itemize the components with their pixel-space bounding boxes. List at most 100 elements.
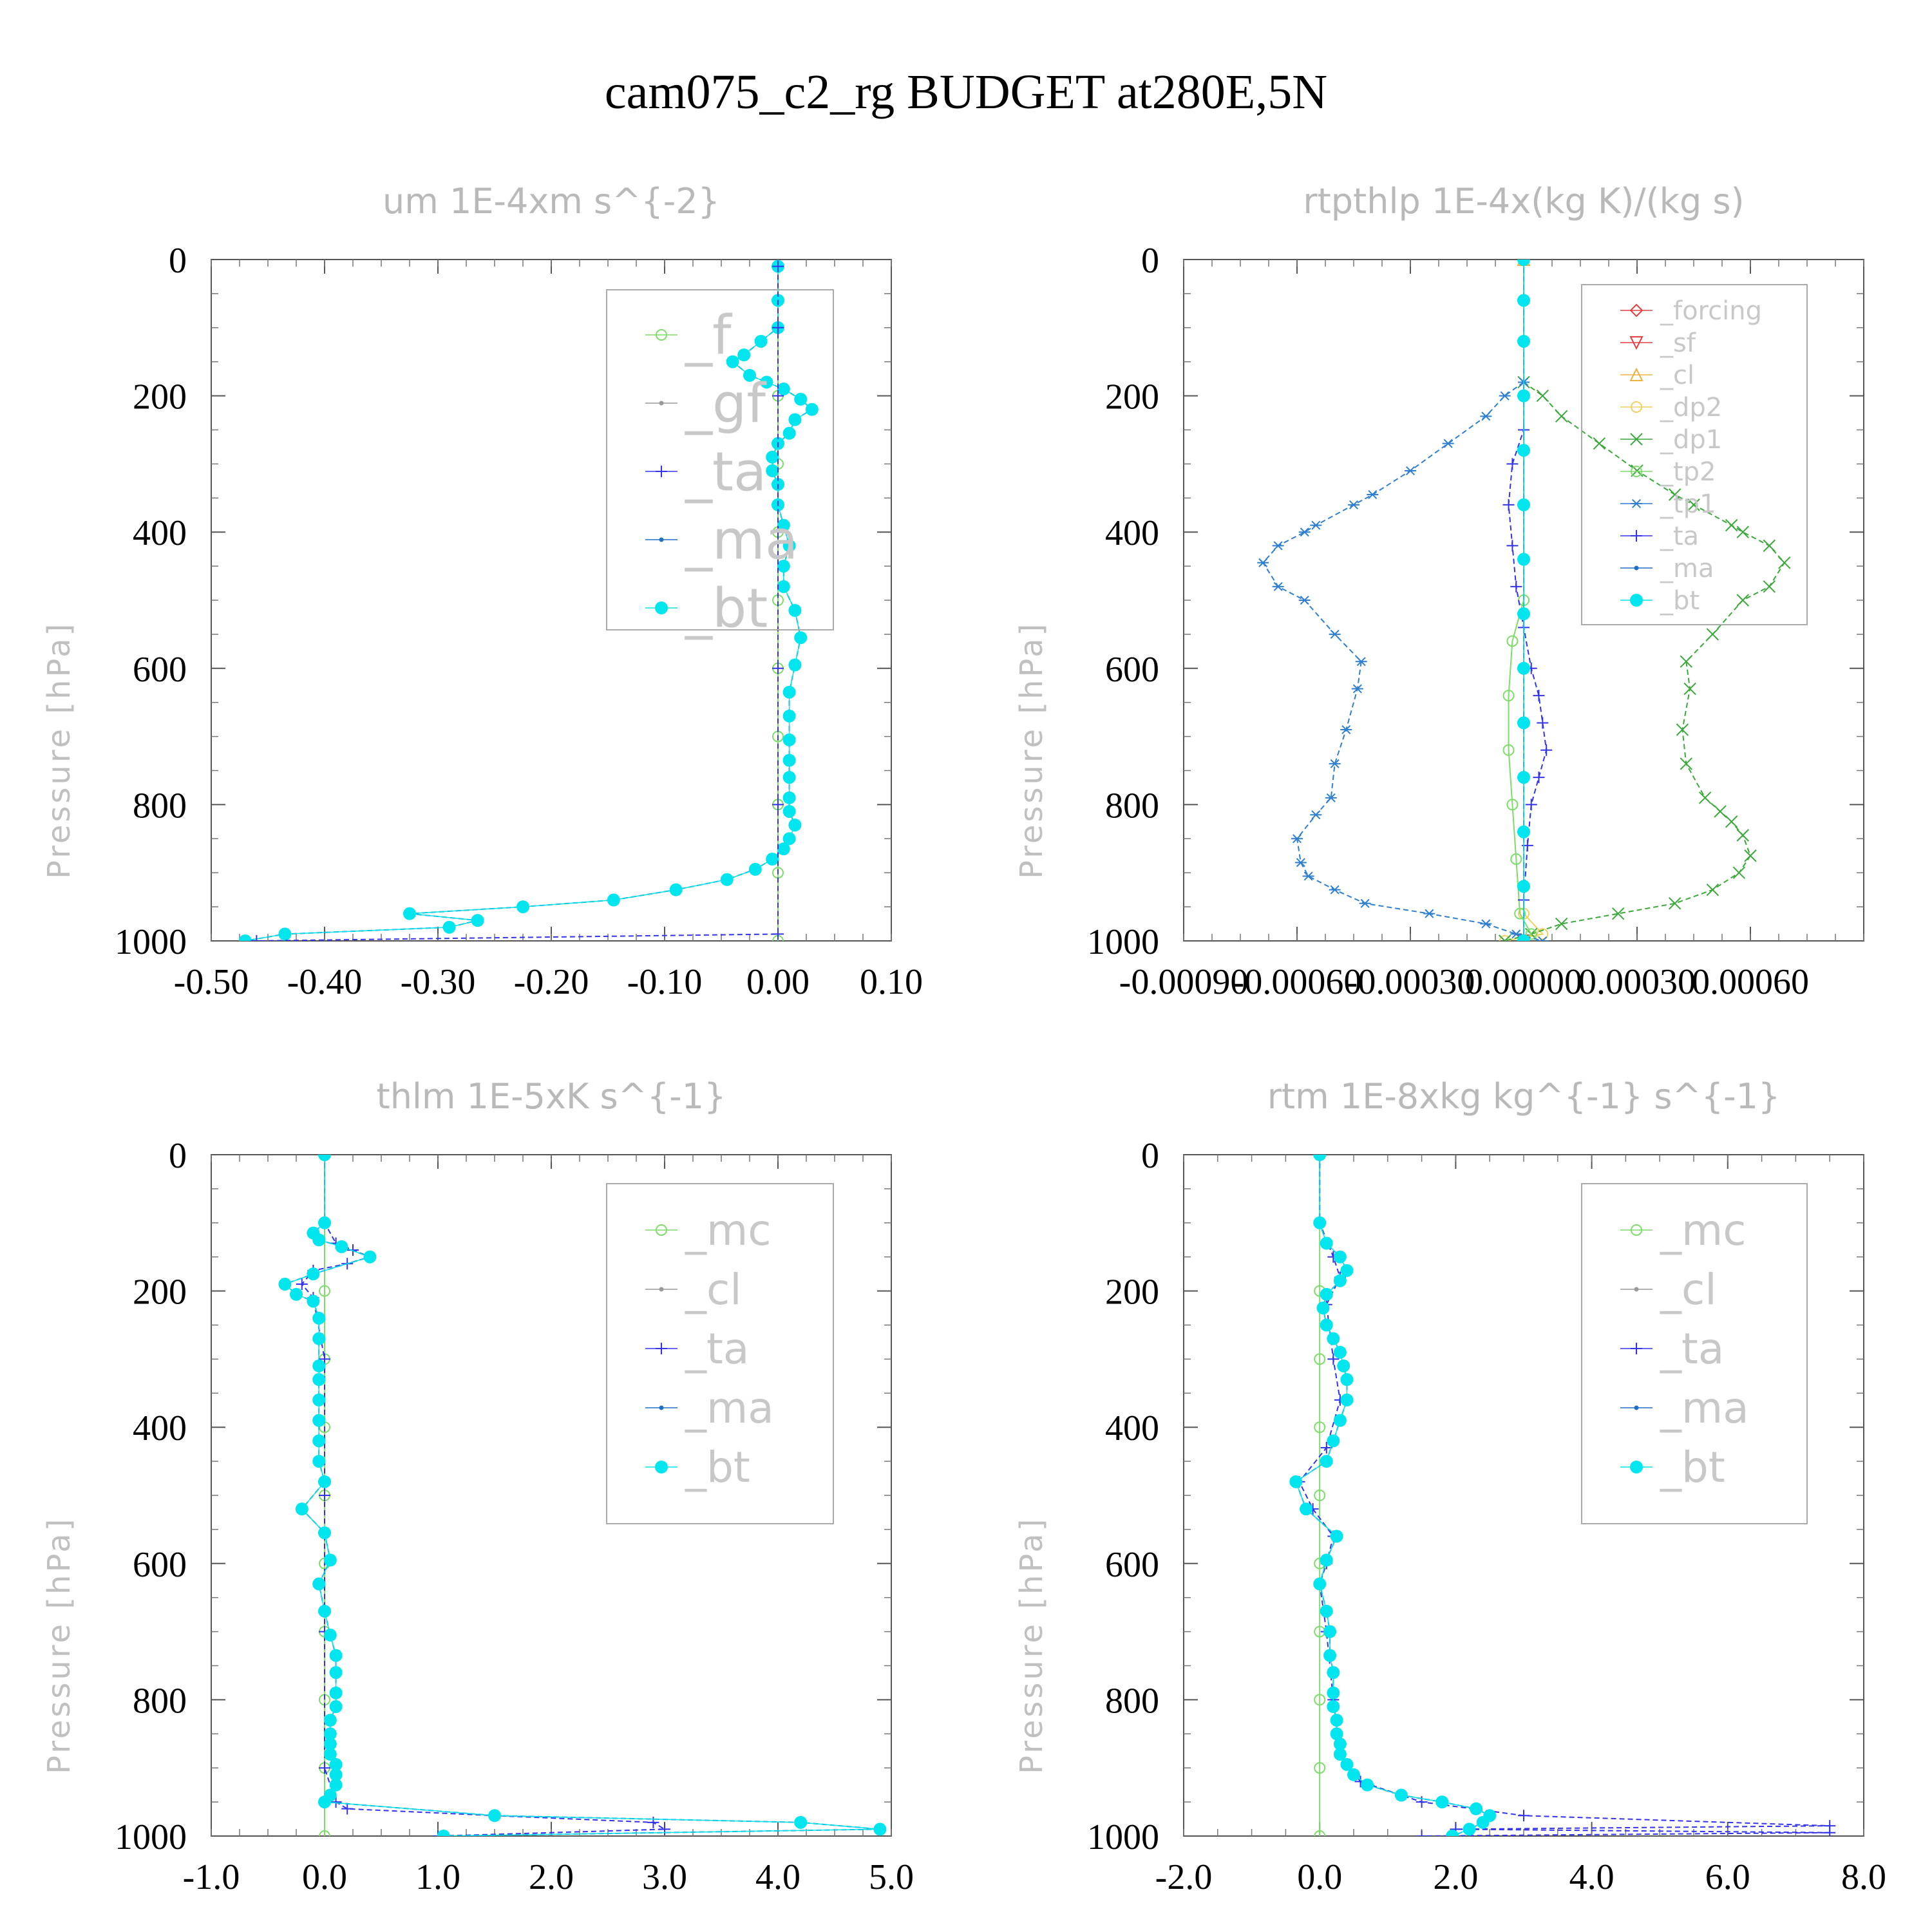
- chart-panel-3: thlm 1E-5xK s^{-1} Pressure [hPa] 0 200 400 6…: [41, 1076, 914, 1897]
- data-point: [766, 450, 779, 464]
- data-point: [782, 733, 796, 746]
- x-tick-label: -1.0: [183, 1857, 240, 1897]
- legend-marker: [1629, 303, 1643, 317]
- data-point: [442, 920, 456, 934]
- data-point: [312, 1311, 326, 1325]
- series-points: [1502, 260, 1553, 941]
- data-point: [323, 1628, 337, 1642]
- data-point: [329, 1666, 343, 1680]
- legend-marker: [1630, 433, 1643, 446]
- data-point: [1517, 771, 1530, 784]
- data-point: [1327, 1332, 1340, 1345]
- data-point: [295, 1502, 308, 1516]
- data-point: [1313, 1216, 1327, 1229]
- data-point: [312, 1414, 326, 1427]
- data-point: [318, 1475, 331, 1488]
- x-axis: -0.50 -0.40 -0.30 -0.20 -0.10 0.00 0.10: [174, 260, 923, 1002]
- data-point: [318, 1604, 331, 1618]
- y-tick-label: 0: [1141, 1136, 1159, 1176]
- series-line-ta: [1298, 1155, 1830, 1836]
- data-point: [772, 928, 784, 940]
- data-point: [1518, 1810, 1530, 1822]
- x-axis: -1.0 0.0 1.0 2.0 3.0 4.0 5.0: [183, 1155, 914, 1897]
- data-point: [1517, 389, 1530, 402]
- y-tick-label: 400: [133, 513, 187, 553]
- y-axis: 0 200 400 600 800 1000: [1087, 241, 1864, 962]
- series-ta: [251, 260, 784, 941]
- data-point: [319, 1762, 330, 1774]
- legend-item-bt: _bt: [645, 576, 768, 639]
- data-point: [743, 368, 756, 382]
- data-point: [1502, 498, 1515, 511]
- legend-label: _f: [685, 303, 733, 366]
- legend-marker: [655, 601, 668, 614]
- x-tick-label: -0.10: [627, 962, 703, 1002]
- data-point: [329, 1768, 343, 1781]
- data-point: [1517, 607, 1530, 621]
- data-point: [1470, 1802, 1483, 1815]
- data-point: [488, 1809, 501, 1823]
- legend-marker: [656, 329, 667, 341]
- y-tick-label: 1000: [1087, 1817, 1159, 1857]
- data-point: [794, 392, 808, 406]
- data-point: [766, 853, 779, 866]
- chart-panel-2: rtpthlp 1E-4x(kg K)/(kg s) Pressure [hPa]…: [1014, 181, 1864, 1002]
- data-point: [1537, 936, 1549, 941]
- series-bt: [1517, 260, 1530, 941]
- data-point: [1329, 885, 1341, 895]
- data-point: [323, 1553, 337, 1567]
- data-point: [1320, 1455, 1333, 1468]
- data-point: [1555, 917, 1568, 931]
- data-point: [1476, 1815, 1490, 1829]
- y-tick-label: 0: [169, 1136, 187, 1176]
- x-tick-label: -0.20: [514, 962, 589, 1002]
- data-point: [312, 1332, 326, 1345]
- legend: _mc _cl _ta _ma _bt: [1581, 1183, 1808, 1524]
- legend-marker: [659, 1405, 664, 1410]
- data-point: [1313, 1155, 1327, 1161]
- data-point: [1517, 661, 1530, 675]
- data-point: [516, 900, 529, 914]
- legend-marker: [1634, 1405, 1639, 1410]
- y-tick-label: 1000: [115, 922, 187, 962]
- legend-item-dp2: _dp2: [1620, 393, 1722, 422]
- data-point: [1333, 1250, 1347, 1264]
- legend-label: _bt: [685, 576, 768, 639]
- legend-item-forcing: _forcing: [1620, 296, 1762, 326]
- data-point: [312, 1393, 326, 1406]
- series-line-ta: [1508, 260, 1548, 941]
- data-point: [1824, 1826, 1836, 1836]
- series-ta: [1293, 1155, 1836, 1836]
- data-point: [1333, 1748, 1347, 1761]
- data-point: [1510, 580, 1522, 592]
- data-point: [1540, 744, 1553, 756]
- legend-marker: [1631, 530, 1642, 542]
- data-point: [1525, 799, 1537, 811]
- data-point: [788, 603, 802, 617]
- data-point: [772, 662, 784, 674]
- data-point: [1499, 391, 1511, 401]
- legend-label: _forcing: [1660, 296, 1762, 326]
- legend-marker: [1630, 594, 1643, 607]
- data-point: [1359, 898, 1371, 908]
- series-line-ta: [256, 266, 779, 941]
- data-point: [1337, 1359, 1350, 1372]
- legend-item-bt: _bt: [645, 1443, 750, 1492]
- legend-label: _ma: [685, 508, 798, 571]
- data-point: [1320, 1318, 1333, 1332]
- data-point: [1314, 1694, 1326, 1706]
- data-point: [1517, 553, 1530, 566]
- legend-marker: [659, 401, 664, 406]
- y-tick-label: 0: [169, 241, 187, 281]
- legend-box: [606, 289, 834, 630]
- x-tick-label: 0.00: [746, 962, 810, 1002]
- data-point: [1333, 1345, 1347, 1359]
- legend-marker: [656, 1343, 667, 1354]
- data-point: [1517, 260, 1530, 266]
- data-point: [1347, 1768, 1360, 1781]
- data-point: [777, 842, 790, 856]
- data-point: [772, 526, 784, 538]
- legend-item-ma: _ma: [1620, 554, 1714, 583]
- data-point: [341, 1803, 354, 1815]
- series-line-tp2: [1508, 260, 1532, 941]
